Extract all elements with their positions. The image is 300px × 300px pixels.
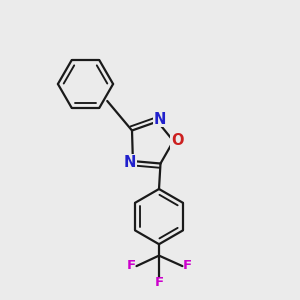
Text: F: F [183,259,192,272]
Text: N: N [124,155,136,170]
Text: N: N [154,112,166,127]
Text: O: O [171,133,183,148]
Text: F: F [127,259,136,272]
Text: F: F [154,276,164,289]
